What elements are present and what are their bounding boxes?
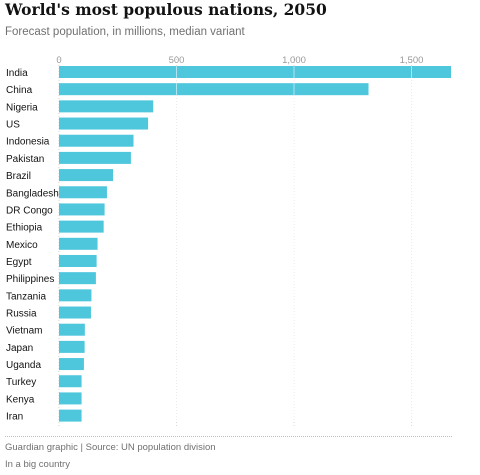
category-label: Mexico (6, 240, 38, 251)
chart-title: World's most populous nations, 2050 (5, 0, 327, 19)
bar (59, 151, 131, 164)
bar (59, 392, 82, 405)
category-label: China (6, 85, 33, 96)
category-label: Tanzania (6, 291, 46, 302)
category-label: Nigeria (6, 102, 38, 113)
category-label: Japan (6, 343, 33, 354)
bar (59, 409, 82, 422)
category-label: India (6, 68, 28, 79)
category-label: Bangladesh (6, 188, 59, 199)
footer-note: In a big country (5, 459, 70, 470)
bar (59, 134, 134, 147)
bar (59, 358, 84, 371)
category-label: Russia (6, 309, 37, 320)
category-label: Vietnam (6, 326, 43, 337)
category-label: Kenya (6, 394, 35, 405)
bar (59, 306, 91, 319)
bar (59, 340, 85, 353)
bar (59, 117, 149, 130)
category-label: Uganda (6, 360, 41, 371)
bar (59, 83, 369, 96)
bar (59, 323, 85, 336)
category-label: Pakistan (6, 154, 44, 165)
category-label: Egypt (6, 257, 32, 268)
bar (59, 220, 104, 233)
category-label: Ethiopia (6, 223, 43, 234)
bar (59, 237, 98, 250)
bar (59, 186, 107, 199)
category-label: Turkey (6, 377, 36, 388)
x-tick-label: 1,500 (400, 55, 424, 66)
bar-chart: 0 500 1,000 1,500 India China Nigeria US Indone… (6, 55, 451, 428)
category-label: DR Congo (6, 205, 53, 216)
x-tick-label: 500 (169, 55, 185, 66)
bar (59, 272, 96, 285)
chart-subtitle: Forecast population, in millions, median… (5, 26, 245, 38)
footer-divider (5, 436, 452, 437)
category-label: Brazil (6, 171, 31, 182)
bar (59, 254, 97, 267)
bars (59, 66, 451, 422)
category-label: US (6, 120, 20, 131)
x-tick-label: 0 (56, 55, 61, 66)
bar (59, 100, 154, 113)
category-label: Philippines (6, 274, 54, 285)
category-label: Indonesia (6, 137, 50, 148)
category-labels: India China Nigeria US Indonesia Pakistan Braz… (6, 68, 59, 423)
bar (59, 66, 451, 78)
bar (59, 289, 92, 302)
bar (59, 375, 82, 388)
bar (59, 203, 105, 216)
x-axis-ticks: 0 500 1,000 1,500 (56, 55, 423, 66)
x-tick-label: 1,000 (282, 55, 306, 66)
category-label: Iran (6, 412, 23, 423)
bar (59, 169, 114, 182)
source-credit: Guardian graphic | Source: UN population… (5, 442, 216, 453)
